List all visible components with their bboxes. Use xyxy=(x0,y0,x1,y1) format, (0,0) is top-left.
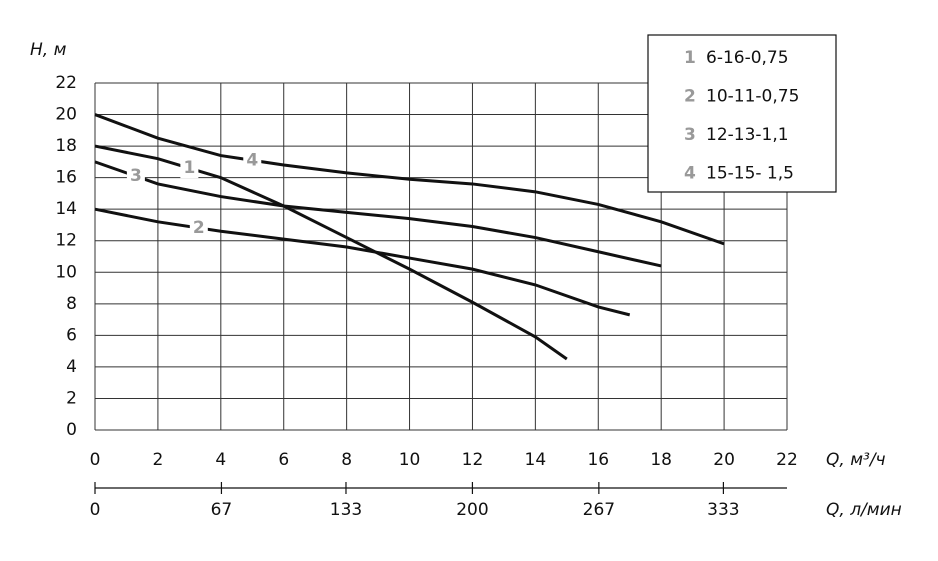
legend-number: 2 xyxy=(684,87,696,107)
y-tick-label: 0 xyxy=(66,420,77,440)
legend-label: 15-15- 1,5 xyxy=(706,164,794,184)
legend-number: 3 xyxy=(684,125,696,145)
curve-label: 3 xyxy=(130,166,142,186)
curve-label-bg xyxy=(180,158,199,179)
x-tick-label: 8 xyxy=(341,450,352,470)
x-tick-label: 22 xyxy=(776,450,798,470)
x-axis-label: Q, м³/ч xyxy=(826,450,886,470)
x2-tick-label: 200 xyxy=(456,500,488,520)
x-tick-label: 4 xyxy=(215,450,226,470)
legend-box xyxy=(647,34,837,193)
curve-label: 2 xyxy=(193,218,205,238)
x-tick-label: 12 xyxy=(462,450,484,470)
legend-label: 6-16-0,75 xyxy=(706,48,789,68)
curve-label-bg xyxy=(243,150,262,171)
y-tick-label: 12 xyxy=(55,231,77,251)
curve-label-bg xyxy=(126,166,145,187)
curve xyxy=(94,207,631,317)
y-tick-label: 8 xyxy=(66,294,77,314)
x2-tick-label: 0 xyxy=(90,500,101,520)
x-tick-label: 6 xyxy=(278,450,289,470)
y-tick-label: 22 xyxy=(55,73,77,93)
x-tick-label: 2 xyxy=(152,450,163,470)
legend-number: 1 xyxy=(684,48,696,68)
x-tick-label: 18 xyxy=(650,450,672,470)
legend-label: 10-11-0,75 xyxy=(706,87,799,107)
x-tick-label: 20 xyxy=(713,450,735,470)
legend-label: 12-13-1,1 xyxy=(706,125,789,145)
curve xyxy=(94,144,568,361)
y-tick-label: 20 xyxy=(55,105,77,125)
x2-tick-label: 267 xyxy=(583,500,615,520)
curve xyxy=(94,113,725,246)
y-tick-label: 16 xyxy=(55,168,77,188)
curve-label: 1 xyxy=(183,158,195,178)
x2-axis-label: Q, л/мин xyxy=(826,500,902,520)
x2-tick-label: 133 xyxy=(330,500,362,520)
y-tick-label: 4 xyxy=(66,357,77,377)
y-tick-label: 6 xyxy=(66,325,77,345)
x-tick-label: 16 xyxy=(587,450,609,470)
y-tick-label: 2 xyxy=(66,388,77,408)
curve xyxy=(94,160,662,268)
y-tick-label: 14 xyxy=(55,199,77,219)
curve-label-bg xyxy=(189,217,208,238)
y-axis-label: H, м xyxy=(30,40,67,60)
x-tick-label: 10 xyxy=(399,450,421,470)
x2-tick-label: 333 xyxy=(707,500,739,520)
y-tick-label: 10 xyxy=(55,262,77,282)
legend-number: 4 xyxy=(684,164,696,184)
x-tick-label: 0 xyxy=(90,450,101,470)
x-tick-label: 14 xyxy=(525,450,547,470)
y-tick-label: 18 xyxy=(55,136,77,156)
x2-tick-label: 67 xyxy=(211,500,233,520)
curve-label: 4 xyxy=(246,150,258,170)
